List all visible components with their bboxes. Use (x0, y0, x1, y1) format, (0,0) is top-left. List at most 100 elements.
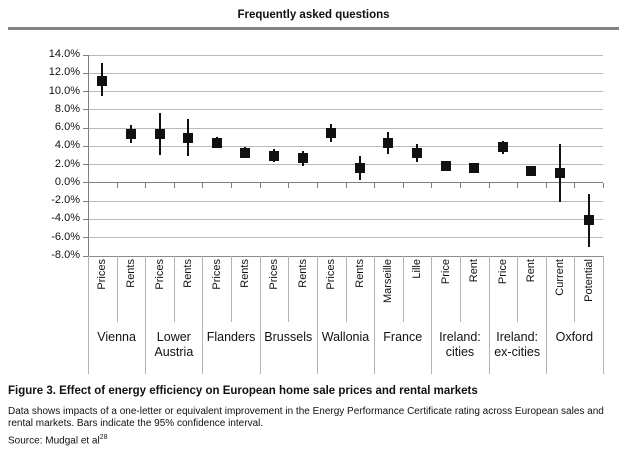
category-label: Potential (582, 259, 595, 302)
x-axis-tick (259, 182, 261, 188)
category-separator (517, 256, 519, 322)
group-separator (374, 256, 376, 374)
category-separator (231, 256, 233, 322)
data-point (154, 129, 165, 140)
category-label: Marseille (382, 259, 395, 304)
y-axis-tick (83, 72, 88, 74)
data-point (412, 147, 423, 158)
y-tick-label: 12.0% (48, 66, 80, 79)
category-label-cell: Prices (145, 256, 174, 322)
y-tick-label: 2.0% (54, 157, 80, 170)
category-separator (574, 256, 576, 322)
data-point (383, 137, 394, 148)
category-label-cell: Price (431, 256, 460, 322)
gridline (88, 91, 603, 93)
y-tick-label: -8.0% (51, 249, 80, 261)
group-separator (545, 256, 547, 374)
group-separator (259, 256, 261, 374)
x-axis-tick (374, 182, 376, 188)
gridline (88, 200, 603, 202)
category-separator (345, 256, 347, 322)
group-separator (88, 256, 89, 374)
y-tick-label: 14.0% (48, 48, 80, 60)
y-tick-label: 8.0% (54, 102, 80, 115)
group-label: Lower Austria (154, 330, 194, 359)
category-label: Rents (124, 259, 137, 288)
x-axis-tick (603, 182, 604, 188)
x-axis-tick (345, 182, 347, 188)
x-axis-tick (431, 182, 433, 188)
y-axis-tick (83, 255, 88, 257)
category-label: Prices (325, 259, 338, 290)
group-separator (316, 256, 318, 374)
figure-caption-title: Figure 3. Effect of energy efficiency on… (8, 385, 478, 397)
x-axis-tick (488, 182, 490, 188)
group-label: Wallonia (321, 330, 370, 344)
y-axis-tick (83, 54, 88, 56)
x-axis-tick (288, 182, 290, 188)
x-axis-tick (545, 182, 547, 188)
category-label: Prices (96, 259, 109, 290)
category-label: Rents (182, 259, 195, 288)
category-label: Lille (411, 259, 424, 279)
group-separator (488, 256, 490, 374)
category-label-cell: Rents (288, 256, 317, 322)
y-axis-tick (83, 91, 88, 93)
x-axis-tick (88, 182, 89, 188)
data-point (268, 150, 279, 161)
category-label-cell: Rents (117, 256, 146, 322)
category-label: Rent (468, 259, 481, 283)
group-label: Vienna (97, 330, 136, 344)
x-axis-tick (517, 182, 519, 188)
category-separator (173, 256, 175, 322)
category-label: Rent (525, 259, 538, 283)
data-point (469, 163, 480, 174)
figure-source-text: Source: Mudgal et al (8, 435, 100, 447)
error-bar-scatter-chart: 14.0% 12.0% 10.0% 8.0% 6.0% 4.0% 2.0% 0.0% -2.0%… (0, 40, 627, 378)
category-label-cell: Rents (174, 256, 203, 322)
category-label-cell: Rents (231, 256, 260, 322)
data-point (240, 147, 251, 158)
y-tick-label: -2.0% (51, 194, 80, 207)
category-label-cell: Prices (202, 256, 231, 322)
data-point (497, 142, 508, 153)
data-point (211, 137, 222, 148)
gridline (88, 145, 603, 147)
gridline (88, 237, 603, 239)
figure-caption-description: Data shows impacts of a one-letter or eq… (8, 406, 604, 429)
data-point (440, 161, 451, 172)
category-separator (459, 256, 461, 322)
figure-source: Source: Mudgal et al28 (8, 434, 618, 446)
header-divider (8, 27, 619, 30)
category-label-cell: Current (546, 256, 575, 322)
category-label: Prices (210, 259, 223, 290)
group-label: Oxford (555, 330, 594, 344)
category-separator (116, 256, 118, 322)
data-point (183, 133, 194, 144)
y-tick-label: 4.0% (54, 139, 80, 152)
x-axis-tick (574, 182, 576, 188)
y-tick-label: -6.0% (51, 230, 80, 243)
data-point (125, 128, 136, 139)
category-label: Rents (239, 259, 252, 288)
category-label: Rents (296, 259, 309, 288)
y-tick-label: -4.0% (51, 212, 80, 225)
y-axis-tick (83, 218, 88, 220)
y-axis-tick (83, 237, 88, 239)
category-label-cell: Prices (317, 256, 346, 322)
x-axis-tick (116, 182, 118, 188)
x-axis-tick (402, 182, 404, 188)
category-label: Current (554, 259, 567, 296)
gridline (88, 72, 603, 74)
data-point (326, 127, 337, 138)
x-axis-tick (231, 182, 233, 188)
group-label: Ireland: ex-cities (494, 330, 541, 359)
category-label: Prices (267, 259, 280, 290)
data-point (354, 163, 365, 174)
category-label: Price (439, 259, 452, 285)
group-label: Brussels (264, 330, 313, 344)
y-axis-tick (83, 109, 88, 111)
data-point (526, 166, 537, 177)
category-label-cell: Prices (260, 256, 289, 322)
